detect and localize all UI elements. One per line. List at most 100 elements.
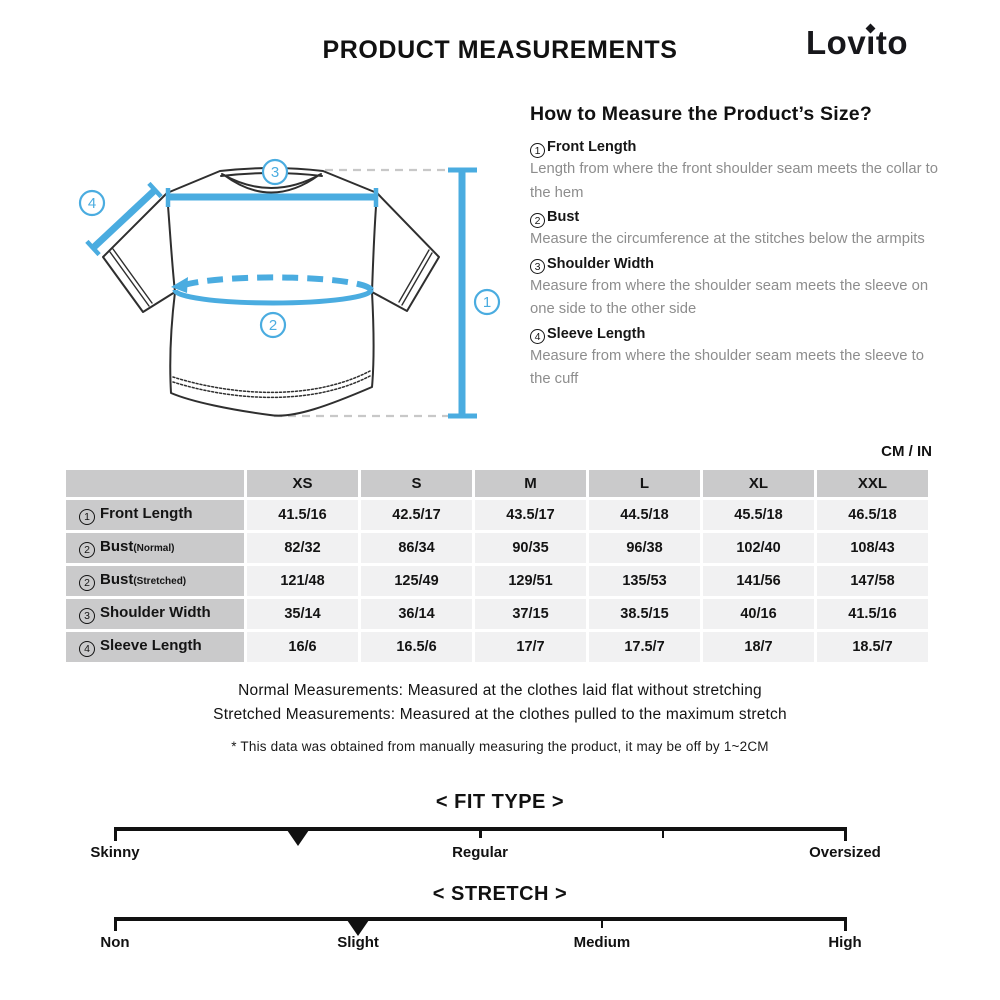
value-cell: 102/40 [703, 533, 814, 563]
value-cell: 147/58 [817, 566, 928, 596]
row-label: 1 Front Length [66, 500, 244, 530]
circled-number: 1 [530, 142, 545, 158]
item-label: Shoulder Width [547, 255, 654, 272]
item-label: Sleeve Length [547, 325, 646, 342]
value-cell: 96/38 [589, 533, 700, 563]
how-to-heading: How to Measure the Product’s Size? [530, 103, 872, 125]
measure-item-desc: Measure from where the shoulder seam mee… [530, 347, 924, 388]
row-label: 3 Shoulder Width [66, 599, 244, 629]
value-cell: 36/14 [361, 599, 472, 629]
col-header-xs: XS [247, 470, 358, 497]
tick [114, 827, 117, 841]
circled-number: 4 [79, 641, 95, 658]
col-header-l: L [589, 470, 700, 497]
circled-number: 4 [530, 329, 545, 344]
callout-1: 1 [483, 294, 491, 311]
table-row-bust-normal: 2 Bust(Normal) 82/32 86/34 90/35 96/38 10… [66, 533, 928, 563]
stretch-scale: Non Slight Medium High [100, 917, 862, 977]
measure-item-title: 3 Shoulder Width [530, 253, 938, 275]
row-label-sub: (Normal) [133, 542, 175, 554]
fit-type-marker-icon [286, 830, 309, 846]
stretch-label-slight: Slight [337, 934, 379, 951]
tick [114, 917, 117, 931]
logo-part: Lov [806, 24, 867, 61]
value-cell: 82/32 [247, 533, 358, 563]
fit-label-regular: Regular [452, 844, 508, 861]
value-cell: 43.5/17 [475, 500, 586, 530]
value-cell: 86/34 [361, 533, 472, 563]
note-stretched: Stretched Measurements: Measured at the … [213, 706, 787, 723]
callout-4: 4 [88, 195, 96, 212]
value-cell: 121/48 [247, 566, 358, 596]
value-cell: 37/15 [475, 599, 586, 629]
stretch-label-non: Non [100, 934, 130, 951]
fit-label-oversized: Oversized [809, 844, 881, 861]
stretch-title: < STRETCH > [432, 883, 568, 905]
corner-cell [66, 470, 244, 497]
row-label: 2 Bust(Normal) [66, 533, 244, 563]
tick [661, 827, 664, 838]
value-cell: 46.5/18 [817, 500, 928, 530]
tick [844, 827, 847, 841]
value-cell: 16/6 [247, 632, 358, 662]
value-cell: 17.5/7 [589, 632, 700, 662]
table-header-row: XS S M L XL XXL [66, 470, 928, 497]
measure-marks: 3 4 1 2 [78, 158, 501, 419]
measure-item-desc: Measure from where the shoulder seam mee… [530, 277, 929, 318]
unit-label: CM / IN [881, 443, 932, 460]
measure-item-title: 4 Sleeve Length [530, 323, 938, 345]
value-cell: 40/16 [703, 599, 814, 629]
table-row-bust-stretched: 2 Bust(Stretched) 121/48 125/49 129/51 13… [66, 566, 928, 596]
table-row-shoulder-width: 3 Shoulder Width 35/14 36/14 37/15 38.5/1… [66, 599, 928, 629]
diagram-callouts [78, 158, 501, 339]
front-length-line [448, 167, 477, 419]
fit-label-skinny: Skinny [90, 844, 140, 861]
value-cell: 41.5/16 [247, 500, 358, 530]
tshirt-measurement-diagram: 3 4 1 2 [78, 158, 501, 419]
value-cell: 129/51 [475, 566, 586, 596]
value-cell: 141/56 [703, 566, 814, 596]
fit-type-scale: Skinny Regular Oversized [90, 827, 881, 887]
value-cell: 125/49 [361, 566, 472, 596]
guide-dashed-lines [274, 168, 464, 418]
value-cell: 16.5/6 [361, 632, 472, 662]
value-cell: 108/43 [817, 533, 928, 563]
bust-ellipse [171, 274, 374, 306]
circled-number: 2 [530, 212, 545, 228]
col-header-s: S [361, 470, 472, 497]
stretch-marker-icon [347, 920, 370, 936]
sleeve-length-line [85, 181, 163, 257]
row-label: 4 Sleeve Length [66, 632, 244, 662]
value-cell: 42.5/17 [361, 500, 472, 530]
value-cell: 44.5/18 [589, 500, 700, 530]
col-header-xxl: XXL [817, 470, 928, 497]
circled-number: 2 [79, 575, 95, 592]
stretch-label-high: High [828, 934, 862, 951]
fit-type-title: < FIT TYPE > [435, 791, 565, 813]
stretch-label-medium: Medium [573, 934, 631, 951]
item-label: Bust [547, 209, 580, 225]
circled-number: 1 [79, 509, 95, 526]
value-cell: 41.5/16 [817, 599, 928, 629]
note-normal: Normal Measurements: Measured at the clo… [238, 682, 762, 699]
row-label-text: Bust [100, 537, 134, 555]
row-label-text: Front Length [100, 504, 193, 522]
value-cell: 35/14 [247, 599, 358, 629]
measure-item-desc: Length from where the front shoulder sea… [530, 161, 938, 201]
shoulder-width-line [165, 188, 379, 207]
measure-item-desc: Measure the circumference at the stitche… [530, 231, 925, 247]
value-cell: 18.5/7 [817, 632, 928, 662]
row-label-text: Shoulder Width [100, 603, 211, 621]
circled-number: 2 [79, 542, 95, 559]
row-label: 2 Bust(Stretched) [66, 566, 244, 596]
how-to-measure-section: How to Measure the Product’s Size? 1 Fron… [530, 103, 938, 393]
note-disclaimer: * This data was obtained from manually m… [231, 739, 769, 754]
row-label-text: Sleeve Length [100, 636, 202, 654]
tick [479, 827, 482, 838]
row-label-sub: (Stretched) [133, 575, 187, 587]
measurements-table: XS S M L XL XXL 1 Front Length 41.5/16 42… [63, 467, 931, 665]
tshirt-outline [102, 167, 440, 417]
value-cell: 17/7 [475, 632, 586, 662]
circled-number: 3 [79, 608, 95, 625]
